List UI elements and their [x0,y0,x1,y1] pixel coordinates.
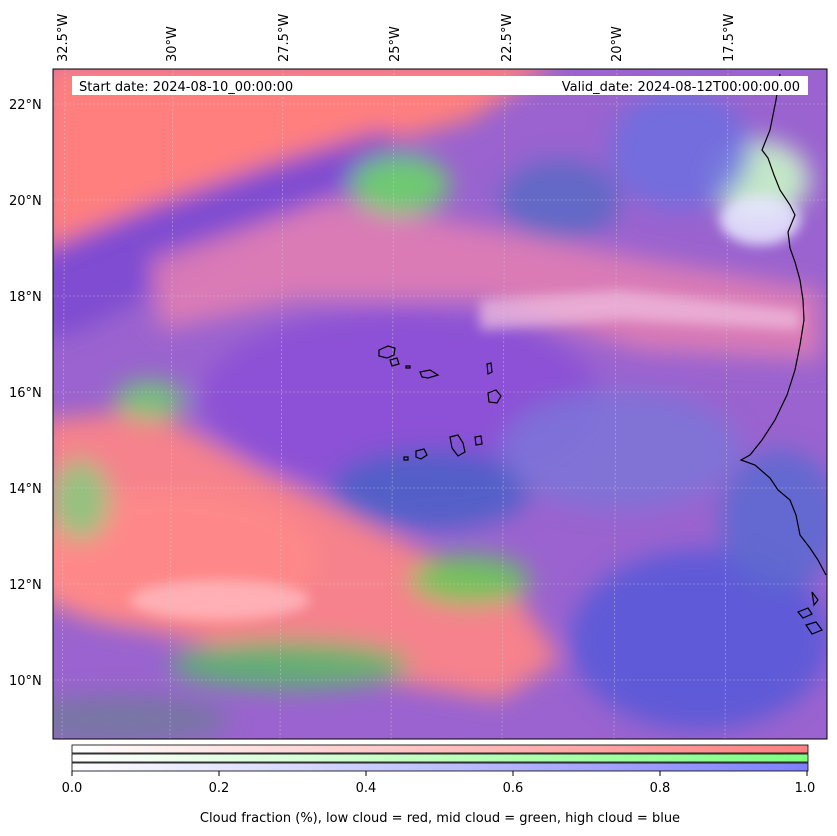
cape-verde-boa-vista [487,389,502,404]
start-date-text: Start date: 2024-08-10_00:00:00 [79,80,293,95]
cape-verde-sao-vicente [389,357,400,367]
lat-label-22n: 22°N [9,98,42,113]
cloud-field [53,69,827,739]
colorbar-low-cloud [72,745,808,753]
lat-label-14n: 14°N [9,482,42,497]
cape-verde-maio [474,435,483,446]
lon-label-17-5w: 17.5°W [722,14,737,62]
map-frame [52,68,828,740]
bissagos-islands [797,591,823,635]
latitude-labels: 22°N 20°N 18°N 16°N 14°N 12°N 10°N [9,98,42,689]
colorbar-tick-4: 0.8 [650,781,671,796]
colorbar-mid-cloud [72,754,808,762]
lon-label-25w: 25°W [388,26,403,62]
lat-label-10n: 10°N [9,674,42,689]
colorbar-high-cloud [72,763,808,771]
lon-label-20w: 20°W [610,26,625,62]
lat-label-20n: 20°N [9,194,42,209]
africa-coastline [739,73,827,576]
coastlines [378,73,827,635]
lon-label-27-5w: 27.5°W [277,14,292,62]
colorbar: 0.0 0.2 0.4 0.6 0.8 1.0 Cloud fraction (… [62,744,816,826]
lon-label-30w: 30°W [165,26,180,62]
cape-verde-santiago [449,434,466,457]
cape-verde-sao-nicolau [419,369,440,379]
colorbar-tick-2: 0.4 [356,781,377,796]
header-banner [72,76,808,95]
lon-label-32-5w: 32.5°W [56,14,71,62]
cape-verde-santa-luzia [405,365,411,369]
colorbar-tick-1: 0.2 [209,781,230,796]
valid-date-text: Valid_date: 2024-08-12T00:00:00.00 [562,80,800,95]
gridlines [53,68,827,740]
cape-verde-fogo [415,448,428,460]
colorbar-tick-0: 0.0 [62,781,83,796]
cape-verde-brava [403,456,409,461]
colorbar-tick-3: 0.6 [503,781,524,796]
lat-label-12n: 12°N [9,578,42,593]
cape-verde-sal [486,362,493,375]
colorbar-tick-5: 1.0 [795,781,816,796]
colorbar-label: Cloud fraction (%), low cloud = red, mid… [200,811,680,826]
cape-verde-santo-antao [378,345,396,359]
lat-label-16n: 16°N [9,386,42,401]
longitude-labels: 32.5°W 30°W 27.5°W 25°W 22.5°W 20°W 17.5… [56,14,737,62]
lon-label-22-5w: 22.5°W [500,14,515,62]
lat-label-18n: 18°N [9,290,42,305]
